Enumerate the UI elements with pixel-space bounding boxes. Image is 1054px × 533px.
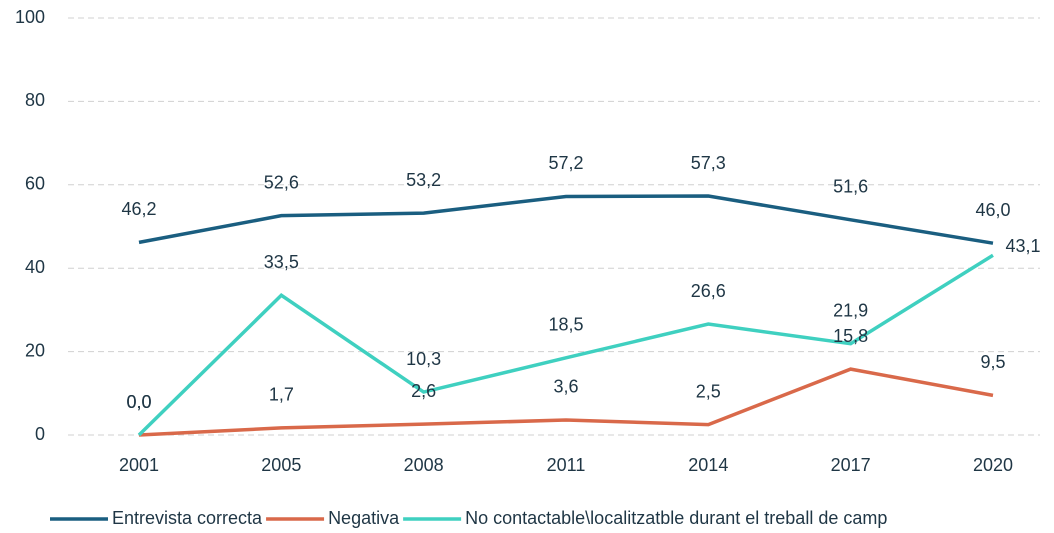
line [138,367,994,437]
data-label: 2,6 [411,381,436,401]
x-tick-label: 2001 [119,455,159,475]
data-label: 9,5 [980,352,1005,372]
data-label: 26,6 [691,281,726,301]
data-label: 46,0 [975,200,1010,220]
legend-label: No contactable\localitzatble durant el t… [465,508,887,528]
x-tick-label: 2008 [404,455,444,475]
y-tick-label: 80 [25,90,45,110]
data-label: 43,1 [1005,236,1040,256]
data-label: 21,9 [833,300,868,320]
data-label: 18,5 [548,315,583,335]
data-label: 2,5 [696,381,721,401]
y-tick-label: 100 [15,7,45,27]
legend-label: Entrevista correcta [112,508,263,528]
line [137,253,994,437]
legend-label: Negativa [328,508,400,528]
data-label: 0,0 [126,392,151,412]
data-label: 10,3 [406,349,441,369]
x-tick-label: 2017 [831,455,871,475]
y-tick-label: 0 [35,424,45,444]
data-label: 33,5 [264,252,299,272]
x-tick-label: 2014 [688,455,728,475]
data-label: 1,7 [269,385,294,405]
data-label: 0,0 [126,392,151,412]
x-tick-label: 2011 [547,455,586,475]
data-label: 15,8 [833,326,868,346]
data-label: 52,6 [264,172,299,192]
data-label: 3,6 [553,377,578,397]
y-tick-label: 20 [25,340,45,360]
x-tick-label: 2005 [261,455,301,475]
data-label: 51,6 [833,177,868,197]
data-label: 46,2 [121,199,156,219]
y-tick-label: 40 [25,257,45,277]
x-tick-label: 2020 [973,455,1013,475]
data-label: 57,3 [691,153,726,173]
y-tick-label: 60 [25,174,45,194]
data-label: 57,2 [548,153,583,173]
data-label: 53,2 [406,170,441,190]
line [138,194,994,245]
